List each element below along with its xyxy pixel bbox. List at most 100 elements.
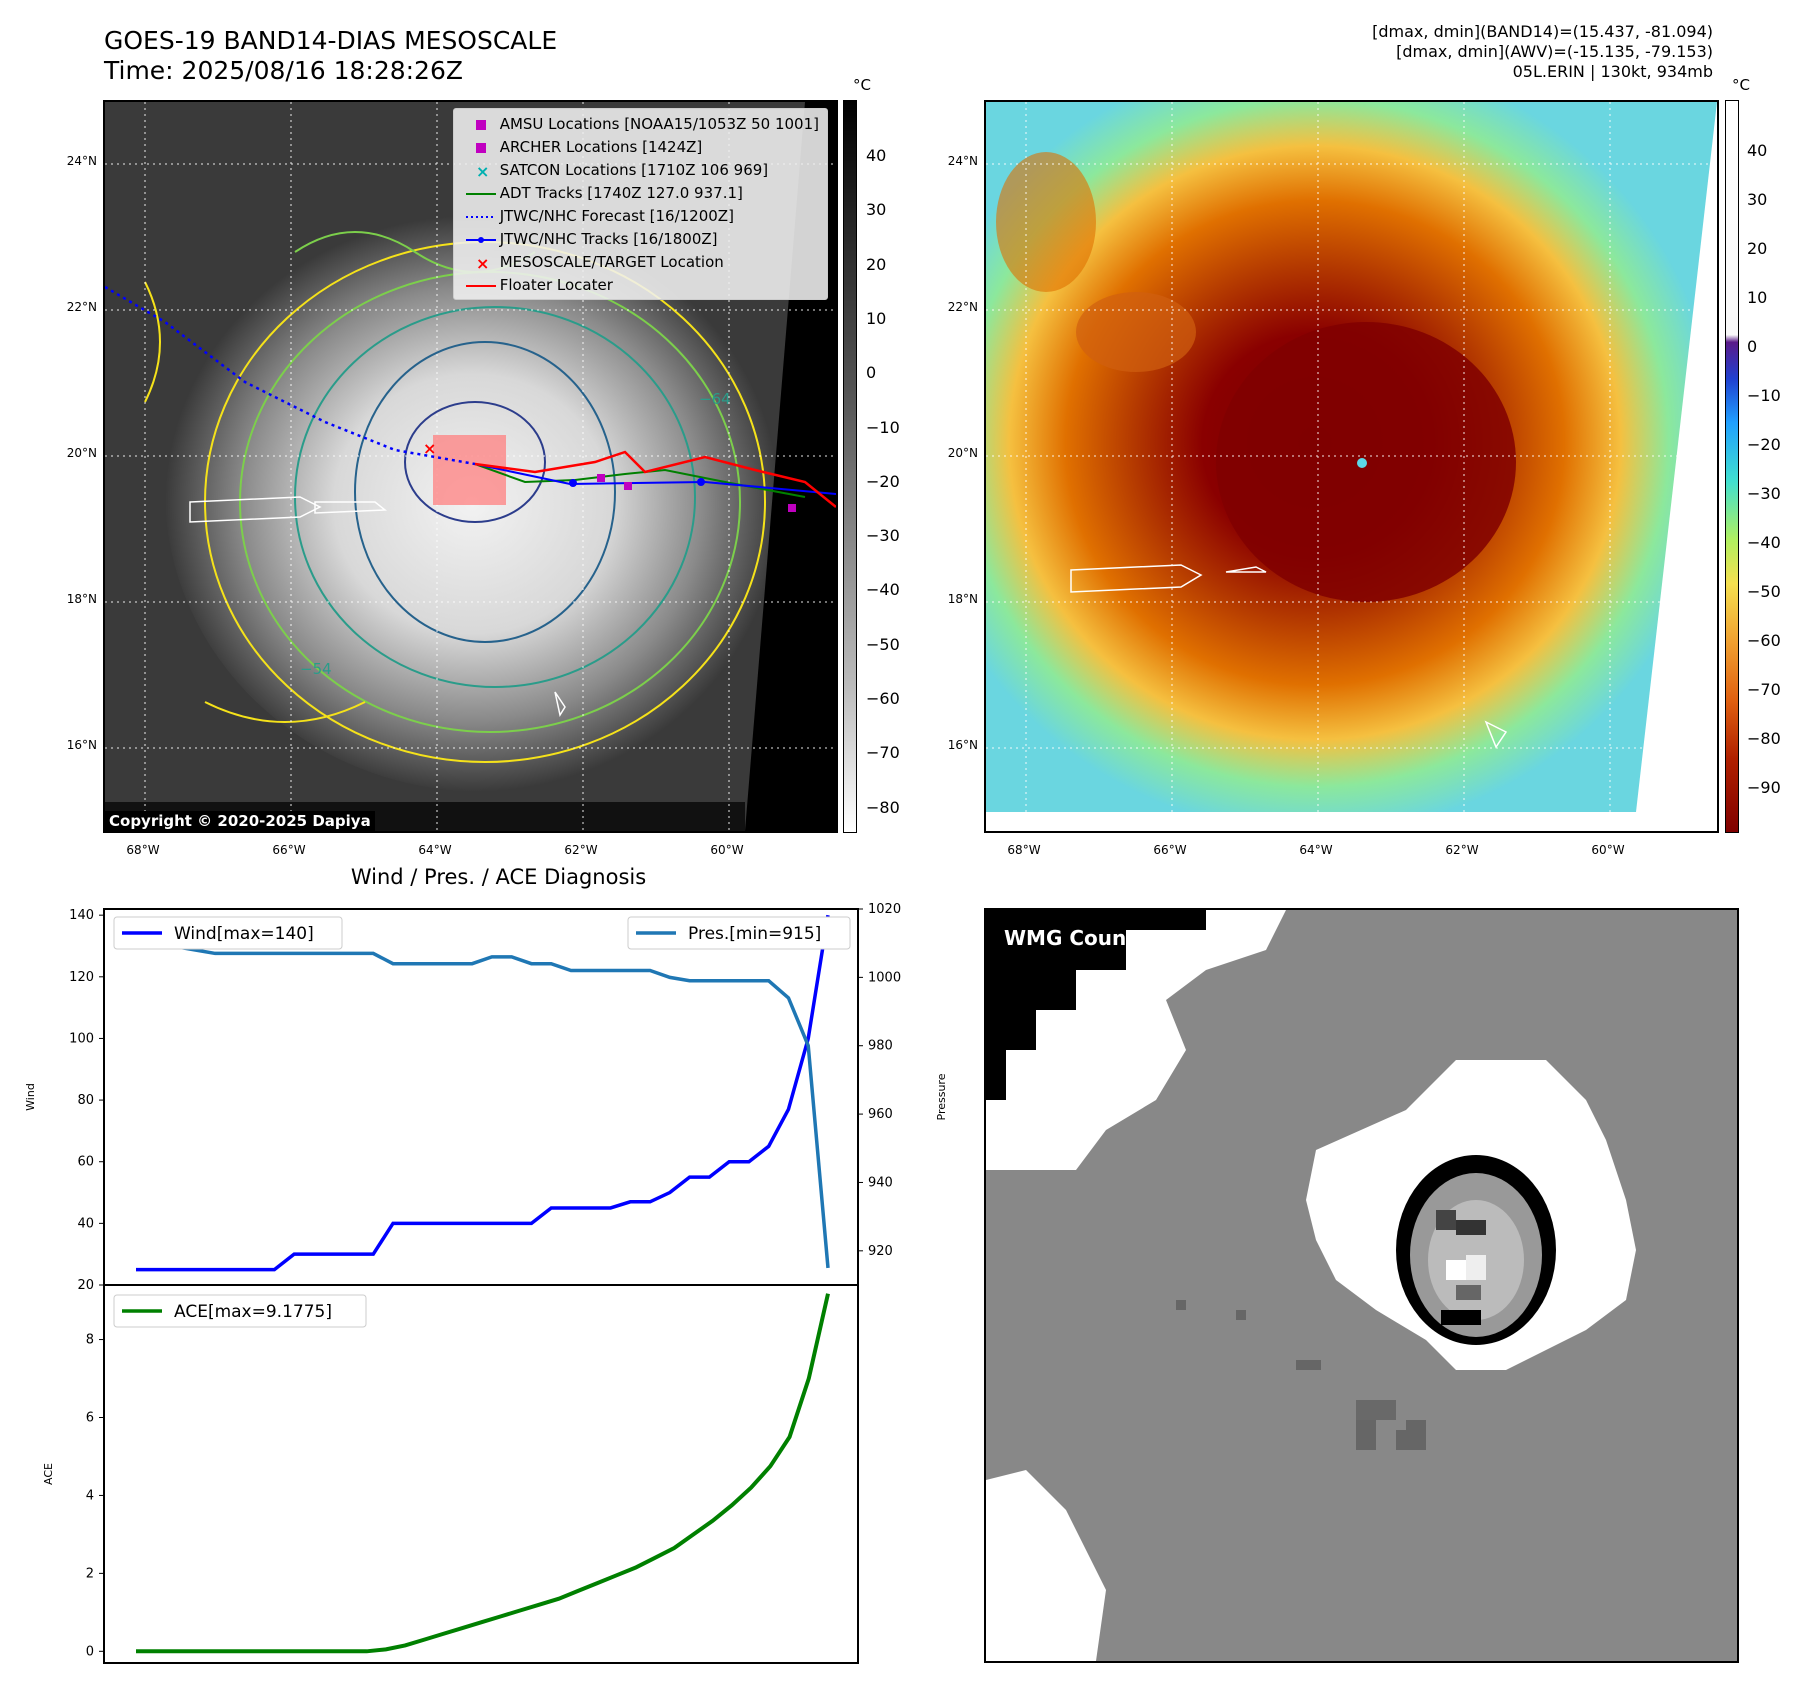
colorbar-tick-label: 30: [866, 200, 887, 220]
lon-tick-label: 64°W: [418, 843, 452, 857]
wind-legend-box: [113, 916, 343, 950]
colorbar-tick-label: 10: [1747, 288, 1768, 307]
colorbar-tick-label: −80: [866, 797, 900, 817]
colorbar-tick-label: −40: [1747, 533, 1781, 552]
colorbar-tick-label: −80: [1747, 729, 1781, 748]
lower-plot-frame: [103, 1284, 859, 1664]
svg-text:×: ×: [423, 439, 436, 458]
contour-label: −54: [300, 660, 332, 678]
title-line-1: GOES-19 BAND14-DIAS MESOSCALE: [104, 26, 558, 55]
legend-symbol-icon: ×: [462, 252, 500, 274]
lon-tick-label: 68°W: [126, 843, 160, 857]
left-colorbar: [843, 100, 857, 833]
lat-tick-label: 24°N: [66, 154, 97, 168]
wmg-image: [986, 910, 1737, 1661]
chart-title: Wind / Pres. / ACE Diagnosis: [350, 865, 647, 889]
pressure-legend-label: Pres.[min=915]: [688, 924, 821, 944]
legend-label: ARCHER Locations [1424Z]: [499, 138, 703, 156]
legend-entry: JTWC/NHC Forecast [16/1200Z]: [462, 205, 819, 228]
legend-label: JTWC/NHC Forecast [16/1200Z]: [499, 207, 734, 225]
lat-tick-label: 18°N: [947, 592, 978, 606]
legend-label: SATCON Locations [1710Z 106 969]: [499, 161, 769, 179]
legend-symbol-icon: [462, 229, 500, 251]
legend-entry: × SATCON Locations [1710Z 106 969]: [462, 159, 819, 182]
colorbar-tick-label: −30: [1747, 484, 1781, 503]
info-line-1: [dmax, dmin](BAND14)=(15.437, -81.094): [1372, 22, 1713, 41]
title-line-2: Time: 2025/08/16 18:28:26Z: [104, 56, 463, 85]
y2-tick-label: 940: [868, 1175, 893, 1190]
ir-color-map: [984, 100, 1719, 833]
colorbar-tick-label: 0: [1747, 337, 1758, 356]
colorbar-tick-label: −20: [1747, 435, 1781, 454]
legend-entry: × MESOSCALE/TARGET Location: [462, 251, 819, 274]
color-map-svg: [986, 102, 1717, 831]
colorbar-tick-label: −70: [1747, 680, 1781, 699]
colorbar-tick-label: 0: [866, 363, 877, 383]
lat-tick-label: 20°N: [947, 446, 978, 460]
lon-tick-label: 60°W: [710, 843, 744, 857]
ace-axis-title: ACE: [42, 1463, 55, 1485]
colorbar-tick-label: −30: [866, 526, 900, 546]
legend-symbol-icon: ×: [462, 160, 500, 182]
colorbar-tick-label: 30: [1747, 190, 1768, 209]
legend-label: AMSU Locations [NOAA15/1053Z 50 1001]: [499, 115, 819, 133]
lat-tick-label: 20°N: [66, 446, 97, 460]
colorbar-tick-label: 20: [866, 254, 887, 274]
legend-entry: ARCHER Locations [1424Z]: [462, 136, 819, 159]
colorbar-tick-label: −70: [866, 743, 900, 763]
legend-label: ADT Tracks [1740Z 127.0 937.1]: [499, 184, 743, 202]
y2-tick-label: 1020: [868, 902, 901, 917]
colorbar-tick-label: 10: [866, 308, 887, 328]
y2-tick-label: 960: [868, 1107, 893, 1122]
colorbar-tick-label: 40: [866, 146, 887, 165]
lat-tick-label: 22°N: [66, 300, 97, 314]
lat-tick-label: 24°N: [947, 154, 978, 168]
lon-tick-label: 62°W: [564, 843, 598, 857]
lon-tick-label: 68°W: [1007, 843, 1041, 857]
contour-label: −64: [699, 390, 731, 408]
left-unit-label: °C: [853, 76, 871, 94]
right-colorbar: [1725, 100, 1739, 833]
floater-box: [433, 435, 506, 505]
y-tick-label: 60: [77, 1155, 94, 1170]
lon-tick-label: 62°W: [1445, 843, 1479, 857]
lat-tick-label: 18°N: [66, 592, 97, 606]
y-tick-label: 40: [77, 1216, 94, 1231]
right-unit-label: °C: [1732, 76, 1750, 94]
lon-tick-label: 64°W: [1299, 843, 1333, 857]
svg-text:×: ×: [476, 256, 489, 270]
legend-entry: Floater Locater: [462, 274, 819, 297]
ace-tick-label: 0: [86, 1644, 94, 1659]
ace-tick-label: 8: [86, 1333, 94, 1348]
ir-grayscale-map: × −54 −64 AMSU Locations [NOAA15/1053Z 5…: [103, 100, 838, 833]
ace-tick-label: 4: [86, 1488, 94, 1503]
ace-tick-label: 2: [86, 1566, 94, 1581]
legend-symbol-icon: [462, 206, 500, 228]
wind-series-line: [136, 914, 830, 1272]
colorbar-tick-label: −10: [1747, 386, 1781, 405]
colorbar-tick-label: −10: [866, 417, 900, 437]
y2-tick-label: 1000: [868, 970, 901, 985]
legend-symbol-icon: [462, 114, 500, 136]
lon-tick-label: 66°W: [1153, 843, 1187, 857]
info-line-2: [dmax, dmin](AWV)=(-15.135, -79.153): [1396, 42, 1713, 61]
svg-text:×: ×: [476, 164, 489, 178]
ace-legend-label: ACE[max=9.1775]: [174, 1302, 332, 1322]
colorbar-tick-label: −60: [1747, 631, 1781, 650]
legend-symbol-icon: [462, 183, 500, 205]
y-tick-label: 100: [69, 1031, 94, 1046]
colorbar-tick-label: 20: [1747, 239, 1768, 258]
map-legend: AMSU Locations [NOAA15/1053Z 50 1001] ARC…: [452, 108, 828, 300]
legend-label: MESOSCALE/TARGET Location: [499, 253, 724, 271]
wmg-count-label: WMG Count: 5: [1004, 926, 1165, 950]
figure-info: [dmax, dmin](BAND14)=(15.437, -81.094) […: [1372, 22, 1713, 82]
lat-tick-label: 22°N: [947, 300, 978, 314]
lat-tick-label: 16°N: [66, 738, 97, 752]
legend-label: Floater Locater: [499, 276, 613, 294]
colorbar-tick-label: −50: [866, 634, 900, 654]
y2-tick-label: 920: [868, 1244, 893, 1259]
lat-tick-label: 16°N: [947, 738, 978, 752]
legend-symbol-icon: [462, 137, 500, 159]
legend-label: JTWC/NHC Tracks [16/1800Z]: [499, 230, 718, 248]
y2-tick-label: 980: [868, 1039, 893, 1054]
